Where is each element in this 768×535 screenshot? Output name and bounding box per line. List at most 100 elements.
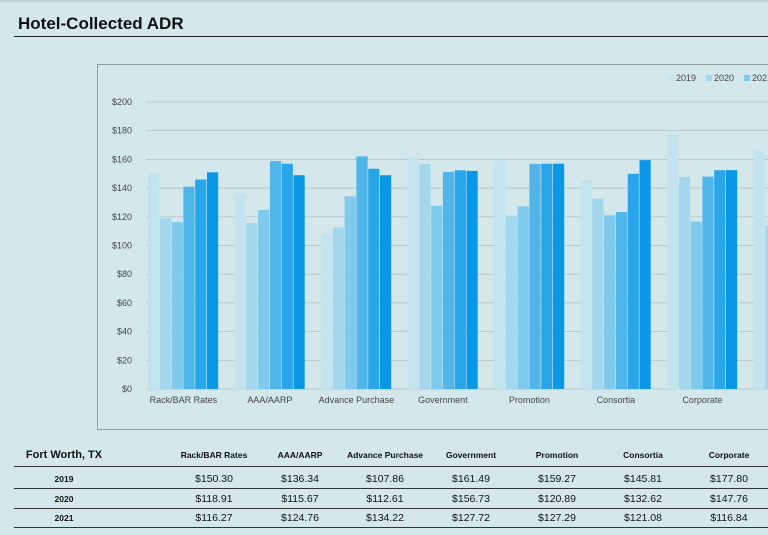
bar bbox=[281, 163, 293, 389]
title-rule bbox=[14, 36, 768, 37]
bar bbox=[407, 157, 419, 389]
y-tick-label: $180 bbox=[112, 126, 132, 136]
table-row-year: 2021 bbox=[54, 513, 74, 523]
bar bbox=[368, 168, 380, 389]
legend-swatch bbox=[668, 75, 674, 81]
table-row: 2020 $118.91 $115.67 $112.61 $156.73 $120.89 $… bbox=[14, 490, 768, 508]
x-tick-label: Advance Purchase bbox=[319, 395, 395, 405]
y-tick-label: $40 bbox=[117, 327, 132, 337]
x-tick-label: AAA/AARP bbox=[247, 395, 292, 405]
bar bbox=[541, 163, 553, 389]
bar bbox=[195, 179, 207, 389]
table-cell: $136.34 bbox=[281, 473, 319, 485]
bar bbox=[627, 173, 639, 389]
page-title: Hotel-Collected ADR bbox=[18, 14, 184, 33]
bar bbox=[714, 170, 726, 389]
table-cell: $116.27 bbox=[195, 512, 233, 524]
table-column-header: AAA/AARP bbox=[277, 450, 323, 460]
bar bbox=[726, 170, 738, 389]
legend-label: 2021 bbox=[752, 73, 768, 83]
table-cell: $147.76 bbox=[710, 492, 748, 505]
bar bbox=[258, 209, 270, 389]
y-tick-label: $20 bbox=[117, 355, 132, 365]
y-tick-label: $60 bbox=[117, 298, 132, 308]
legend-label: 2020 bbox=[714, 73, 734, 83]
table-header-row: Fort Worth, TX Rack/BAR Rates AAA/AARP Adva… bbox=[14, 446, 768, 464]
bar bbox=[246, 223, 258, 389]
bar bbox=[269, 161, 282, 389]
table-cell: $145.81 bbox=[624, 473, 662, 485]
bar bbox=[690, 221, 702, 389]
table-cell: $116.84 bbox=[710, 512, 748, 524]
x-tick-label: Corporate bbox=[682, 395, 722, 405]
table-column-header: Rack/BAR Rates bbox=[180, 450, 248, 460]
table-cell: $161.49 bbox=[452, 473, 490, 485]
table-cell: $159.27 bbox=[538, 473, 576, 485]
bar bbox=[466, 170, 478, 389]
x-tick-label: Government bbox=[418, 395, 468, 405]
table-rule bbox=[14, 488, 768, 489]
table-row-year: 2019 bbox=[54, 474, 74, 484]
bar bbox=[234, 193, 246, 389]
bar bbox=[380, 175, 392, 389]
top-border bbox=[0, 0, 768, 2]
table-column-header: Promotion bbox=[535, 450, 579, 460]
table-cell: $156.73 bbox=[452, 492, 490, 505]
x-tick-label: Promotion bbox=[509, 395, 550, 405]
table-row: 2021 $116.27 $124.76 $134.22 $127.72 $127.29 $… bbox=[14, 509, 768, 527]
bar bbox=[356, 156, 368, 389]
y-tick-label: $160 bbox=[112, 154, 132, 164]
bar bbox=[529, 163, 541, 389]
bar-chart: $0 $20 $40 $60 $80 $100 $120 $140 $160 $180 $200 Ra… bbox=[112, 73, 768, 405]
table-cell: $177.80 bbox=[710, 473, 748, 485]
bar bbox=[171, 222, 183, 389]
bar bbox=[753, 150, 765, 389]
y-tick-label: $100 bbox=[112, 241, 132, 251]
table-cell: $112.61 bbox=[366, 492, 404, 505]
table-column-header: Consortia bbox=[623, 450, 663, 460]
bar bbox=[592, 198, 604, 389]
bar bbox=[431, 205, 443, 389]
table-cell: $120.89 bbox=[538, 492, 576, 505]
y-tick-label: $140 bbox=[112, 183, 132, 193]
table-location: Fort Worth, TX bbox=[25, 449, 103, 461]
table-cell: $127.29 bbox=[538, 512, 576, 524]
legend-swatch bbox=[706, 75, 712, 81]
bar bbox=[454, 170, 466, 389]
table-row: 2019 $150.30 $136.34 $107.86 $161.49 $159.27 $… bbox=[14, 470, 768, 488]
table-column-header: Corporate bbox=[708, 450, 750, 460]
table-cell: $115.67 bbox=[281, 492, 319, 505]
y-tick-label: $80 bbox=[117, 269, 132, 279]
table-column-header: Advance Purchase bbox=[346, 450, 424, 460]
bar bbox=[615, 212, 628, 389]
bar bbox=[505, 215, 517, 389]
bar bbox=[702, 176, 714, 389]
table-cell: $134.22 bbox=[366, 512, 404, 524]
table-cell: $107.86 bbox=[366, 473, 404, 485]
chart-frame: $0 $20 $40 $60 $80 $100 $120 $140 $160 $180 $200 Ra… bbox=[97, 64, 768, 430]
bar bbox=[183, 186, 195, 389]
table-column-header: Government bbox=[445, 450, 497, 460]
bar bbox=[667, 133, 679, 389]
bar bbox=[344, 196, 356, 389]
bar bbox=[517, 206, 529, 389]
bar bbox=[494, 160, 506, 389]
bar bbox=[442, 171, 455, 389]
table-cell: $132.62 bbox=[624, 492, 662, 505]
bar bbox=[159, 218, 171, 389]
table-cell: $124.76 bbox=[281, 512, 319, 524]
bar bbox=[332, 227, 344, 389]
bar bbox=[293, 175, 305, 389]
table-rule bbox=[14, 507, 768, 509]
x-tick-label: Rack/BAR Rates bbox=[150, 395, 218, 405]
bar bbox=[321, 234, 333, 389]
bar bbox=[765, 225, 768, 389]
table-cell: $150.30 bbox=[195, 473, 233, 485]
bar bbox=[639, 160, 651, 389]
y-tick-label: $0 bbox=[122, 384, 132, 394]
table-row-year: 2020 bbox=[54, 493, 74, 504]
bar bbox=[604, 215, 616, 389]
bar bbox=[419, 164, 431, 389]
bar bbox=[148, 173, 160, 389]
table-cell: $118.91 bbox=[195, 492, 233, 505]
